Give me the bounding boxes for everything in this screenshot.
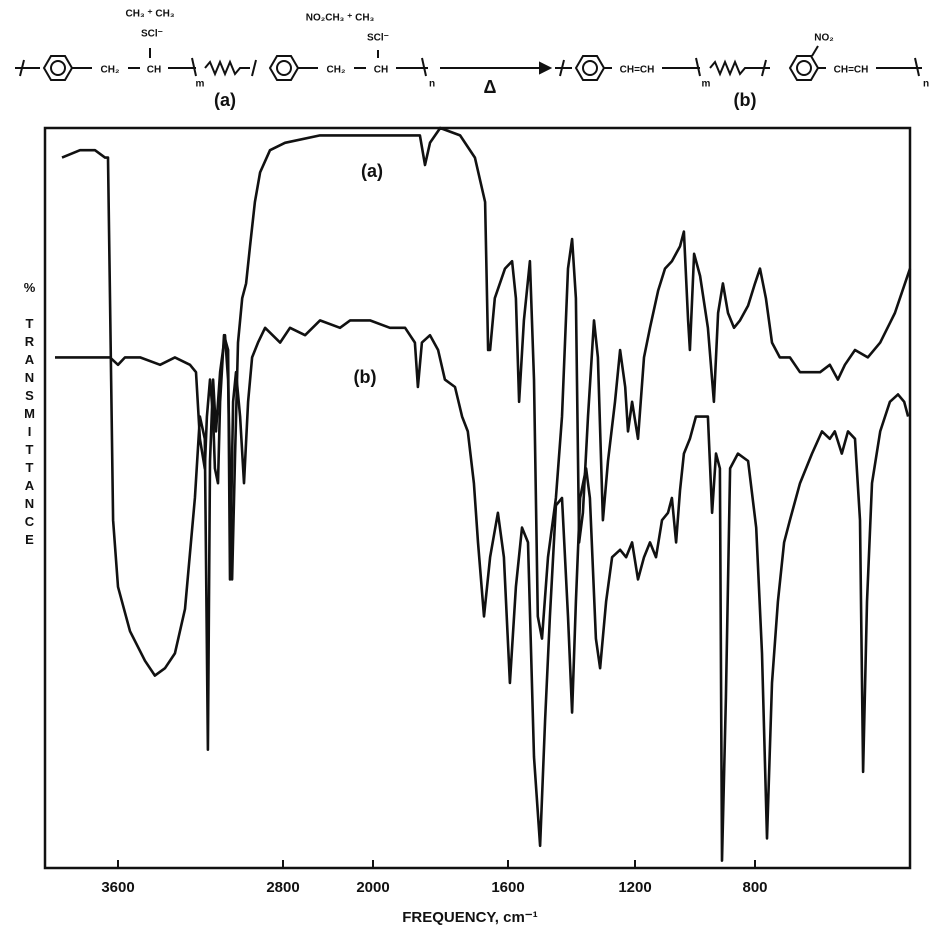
scheme-text: CH: [147, 65, 161, 76]
scheme-text: CH=CH: [834, 65, 869, 76]
scheme-text: CH₂: [327, 65, 346, 76]
x-tick-label: 1200: [618, 879, 651, 896]
x-tick-label: 2000: [356, 879, 389, 896]
reaction-scheme: [15, 45, 922, 81]
series-label: (a): [361, 161, 383, 181]
spectrum-line: [55, 319, 910, 862]
series-label: (b): [354, 367, 377, 387]
x-axis-label: FREQUENCY, cm⁻¹: [402, 909, 537, 926]
x-tick-label: 3600: [101, 879, 134, 896]
scheme-text: CH=CH: [620, 65, 655, 76]
scheme-text: n: [923, 79, 929, 90]
scheme-text: CH₂: [101, 65, 120, 76]
plot-frame: [43, 126, 912, 870]
scheme-text: NO₂CH₃ ⁺ CH₃: [306, 13, 375, 24]
y-axis-label: % TRANSMITTANCE: [22, 280, 37, 550]
x-tick-label: 1600: [491, 879, 524, 896]
scheme-text: m: [196, 79, 205, 90]
scheme-text: SCl⁻: [141, 29, 163, 40]
x-tick-label: 800: [742, 879, 767, 896]
scheme-text: CH₃ ⁺ CH₃: [126, 9, 175, 20]
scheme-label: (b): [734, 90, 757, 110]
scheme-text: n: [429, 79, 435, 90]
x-tick-label: 2800: [266, 879, 299, 896]
scheme-text: CH: [374, 65, 388, 76]
scheme-text: m: [702, 79, 711, 90]
scheme-text: NO₂: [814, 33, 833, 44]
heat-symbol: Δ: [484, 77, 497, 97]
scheme-label: (a): [214, 90, 236, 110]
spectrum-line: [61, 126, 912, 751]
scheme-text: SCl⁻: [367, 33, 389, 44]
